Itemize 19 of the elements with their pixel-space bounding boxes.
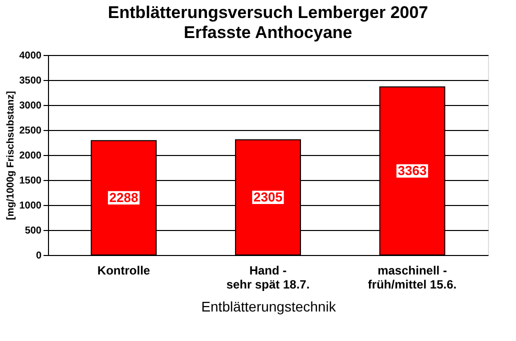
- x-tick-label: Kontrolle: [97, 264, 150, 278]
- y-tick-label: 500: [24, 226, 42, 236]
- x-tick-label: Hand - sehr spät 18.7.: [226, 264, 310, 292]
- x-axis-title: Entblätterungstechnik: [201, 298, 337, 314]
- y-tick-label: 4000: [19, 50, 42, 62]
- data-label: 3363: [398, 162, 427, 178]
- x-tick-label: maschinell - früh/mittel 15.6.: [368, 264, 457, 292]
- y-tick-label: 3000: [19, 100, 42, 112]
- y-axis-title: [mg/1000g Frischsubstanz]: [5, 91, 16, 220]
- y-tick-label: 1500: [19, 176, 42, 186]
- chart-title: Entblätterungsversuch Lemberger 2007: [108, 3, 428, 22]
- y-tick-label: 0: [36, 250, 42, 262]
- y-tick-label: 3500: [19, 76, 42, 86]
- chart-subtitle: Erfasste Anthocyane: [184, 23, 352, 42]
- y-tick-label: 2000: [19, 150, 42, 162]
- y-tick-label: 1000: [19, 200, 42, 212]
- data-label: 2288: [109, 190, 138, 205]
- data-label: 2305: [254, 189, 282, 204]
- y-tick-label: 2500: [19, 126, 42, 136]
